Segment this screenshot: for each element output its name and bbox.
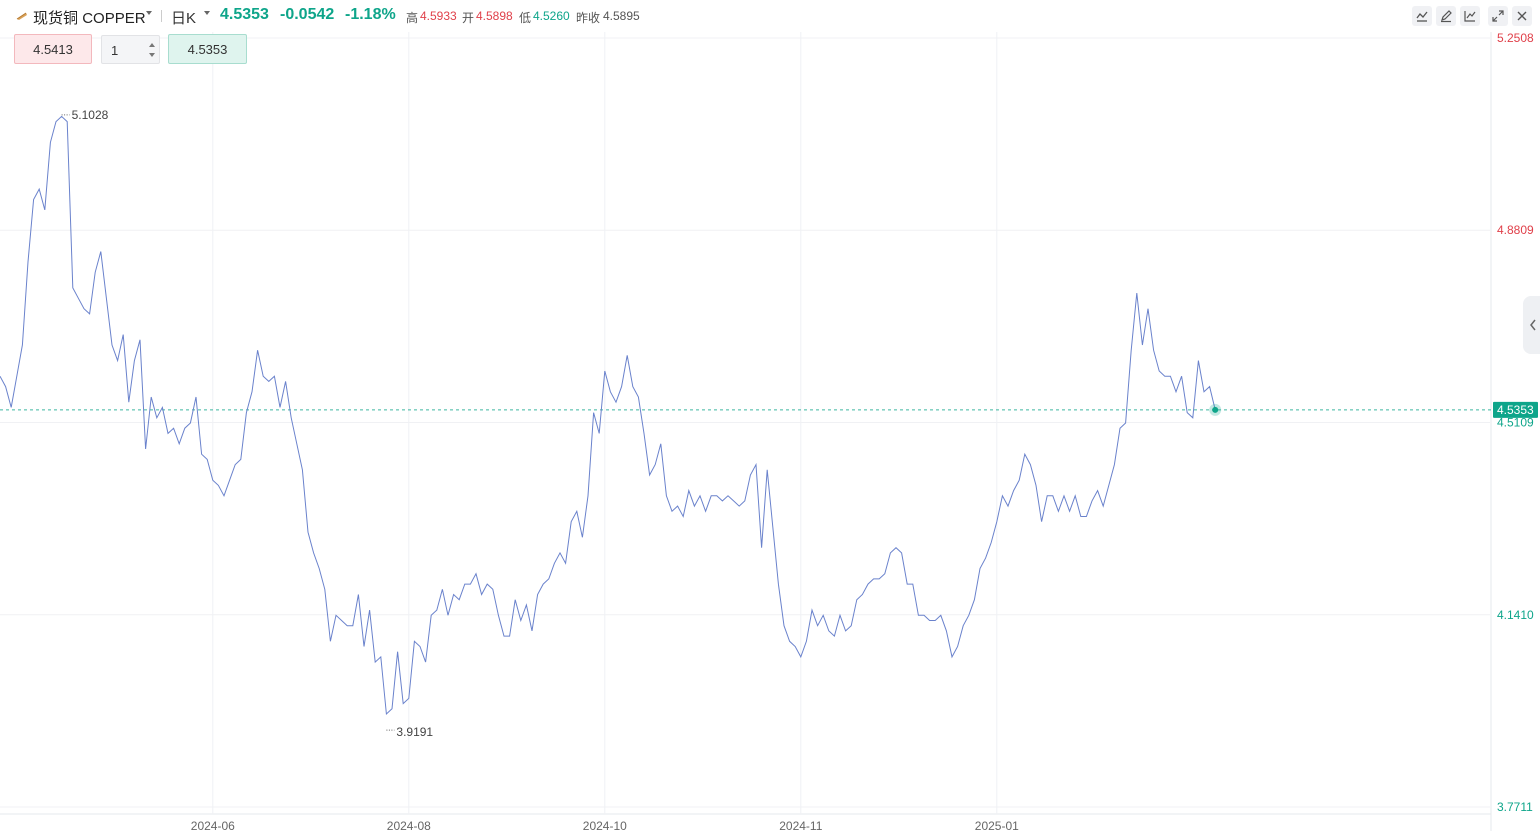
chart-header: 现货铜 COPPER 日K 4.5353 -0.0542 -1.18% 高 4.… [0, 0, 1540, 32]
y-tick-label: 5.2508 [1497, 32, 1534, 45]
y-tick-label: 4.8809 [1497, 223, 1534, 237]
y-tick-label: 4.1410 [1497, 608, 1534, 622]
last-price: 4.5353 [220, 6, 269, 23]
period-selector[interactable]: 日K [171, 10, 197, 27]
x-tick-label: 2024-11 [779, 819, 822, 831]
quantity-stepper[interactable]: 1 [101, 35, 160, 64]
low-label: 低 [519, 11, 532, 25]
line-tool-icon[interactable] [1412, 6, 1432, 26]
sell-price-button[interactable]: 4.5413 [14, 34, 92, 64]
current-price-tag [1493, 401, 1538, 418]
x-tick-label: 2024-08 [387, 819, 431, 831]
prev-close-label: 昨收 [576, 11, 601, 25]
price-change: -0.0542 [280, 6, 335, 23]
increment-icon[interactable] [149, 43, 155, 47]
x-tick-label: 2025-01 [975, 819, 1019, 831]
close-icon[interactable] [1512, 6, 1532, 26]
low-value: 4.5260 [533, 9, 570, 23]
current-price-tag-label: 4.5353 [1497, 403, 1534, 417]
high-label: 高 [406, 11, 419, 25]
chevron-left-icon [1530, 319, 1536, 331]
pen-icon[interactable] [1436, 6, 1456, 26]
quantity-value: 1 [111, 43, 119, 58]
price-chart[interactable]: 5.2508 4.8809 4.5109 4.1410 3.7711 2024-06 202… [0, 32, 1540, 831]
open-value: 4.5898 [476, 9, 513, 23]
price-change-pct: -1.18% [345, 6, 396, 23]
x-tick-label: 2024-06 [191, 819, 235, 831]
symbol-selector[interactable]: 现货铜 COPPER [33, 7, 146, 28]
x-tick-label: 2024-10 [583, 819, 627, 831]
decrement-icon[interactable] [149, 53, 155, 57]
y-tick-label: 4.5109 [1497, 416, 1534, 430]
buy-price-button[interactable]: 4.5353 [168, 34, 247, 64]
y-tick-label: 3.7711 [1497, 800, 1533, 814]
prev-close-value: 4.5895 [603, 9, 640, 23]
chevron-down-icon[interactable] [146, 11, 152, 15]
indicator-icon[interactable] [1460, 6, 1480, 26]
high-value: 4.5933 [420, 9, 457, 23]
symbol-name: 现货铜 [33, 10, 79, 27]
divider [161, 10, 162, 22]
open-label: 开 [462, 11, 475, 25]
min-price-label: 3.9191 [396, 725, 433, 739]
price-series-line [0, 115, 1216, 716]
chevron-down-icon[interactable] [204, 11, 210, 15]
symbol-code: COPPER [82, 10, 146, 27]
copper-icon [16, 12, 27, 20]
max-price-label: 5.1028 [72, 108, 109, 122]
fullscreen-icon[interactable] [1488, 6, 1508, 26]
collapse-panel-button[interactable] [1523, 296, 1540, 354]
last-price-dot [1212, 406, 1219, 413]
